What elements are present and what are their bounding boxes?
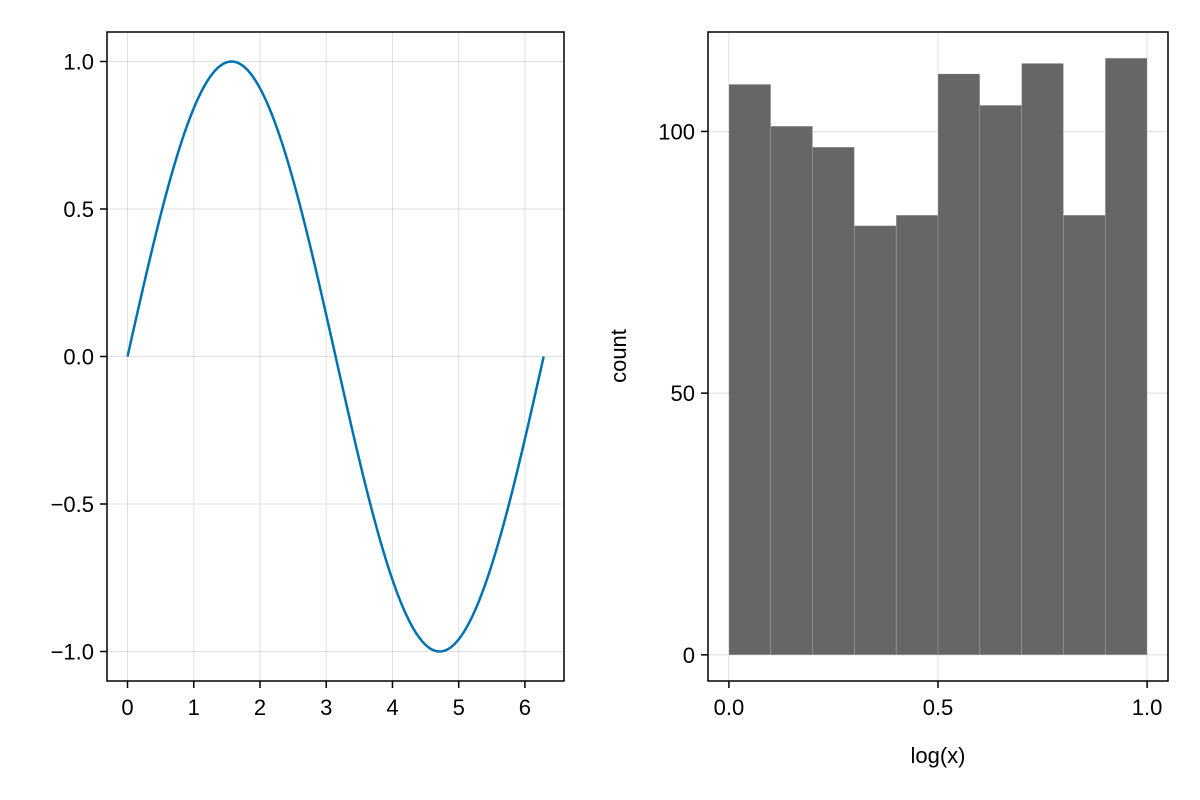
x-tick-label: 1 bbox=[188, 695, 200, 720]
x-tick-label: 1.0 bbox=[1132, 695, 1163, 720]
histogram-bar bbox=[812, 146, 855, 656]
left-gridlines bbox=[107, 32, 564, 681]
y-tick-label: 50 bbox=[671, 381, 695, 406]
x-tick-label: 2 bbox=[254, 695, 266, 720]
x-axis-label: log(x) bbox=[910, 743, 965, 768]
right-ticks bbox=[701, 130, 1148, 688]
histogram-bar bbox=[1021, 63, 1064, 656]
histogram-bar bbox=[728, 84, 772, 656]
left-ticks bbox=[100, 60, 526, 688]
histogram-bar bbox=[1104, 57, 1148, 656]
y-tick-label: 0.5 bbox=[63, 197, 94, 222]
y-tick-label: 1.0 bbox=[63, 50, 94, 75]
x-tick-label: 0.0 bbox=[714, 695, 745, 720]
histogram-bar bbox=[770, 125, 813, 656]
histogram-bar bbox=[895, 214, 939, 656]
left-tick-labels: 0 1 2 3 4 5 6 −1.0 −0.5 0.0 0.5 1.0 bbox=[51, 50, 531, 721]
histogram-bar bbox=[937, 73, 981, 656]
x-tick-label: 4 bbox=[386, 695, 398, 720]
x-tick-label: 5 bbox=[453, 695, 465, 720]
histogram-bar bbox=[854, 225, 897, 656]
x-tick-label: 0 bbox=[121, 695, 133, 720]
x-tick-label: 6 bbox=[519, 695, 531, 720]
y-tick-label: −0.5 bbox=[51, 492, 94, 517]
x-tick-label: 0.5 bbox=[923, 695, 954, 720]
sine-line-plot: 0 1 2 3 4 5 6 −1.0 −0.5 0.0 0.5 1.0 bbox=[51, 31, 565, 721]
histogram-bar bbox=[979, 104, 1022, 656]
sine-series-line bbox=[126, 60, 545, 653]
y-tick-label: 0 bbox=[683, 643, 695, 668]
histogram-bar bbox=[1063, 214, 1106, 656]
histogram-bars bbox=[728, 57, 1148, 656]
y-tick-label: 100 bbox=[658, 119, 695, 144]
y-axis-label: count bbox=[606, 329, 631, 383]
y-tick-label: 0.0 bbox=[63, 345, 94, 370]
y-tick-label: −1.0 bbox=[51, 640, 94, 665]
right-tick-labels: 0.0 0.5 1.0 0 50 100 bbox=[658, 119, 1162, 720]
x-tick-label: 3 bbox=[320, 695, 332, 720]
left-series-group bbox=[126, 60, 545, 653]
histogram-plot: 0.0 0.5 1.0 0 50 100 log(x) count bbox=[606, 31, 1169, 768]
